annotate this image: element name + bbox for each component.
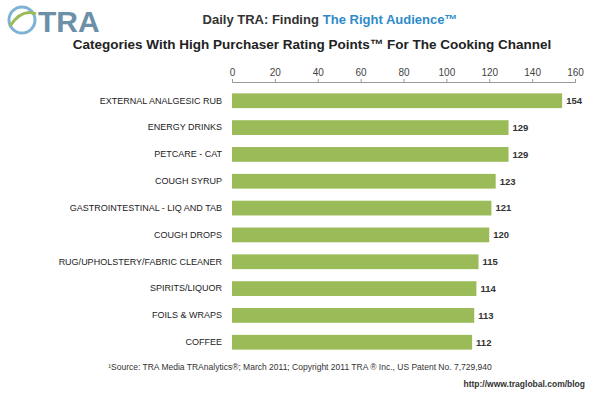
tick-mark <box>532 79 533 82</box>
data-label: 114 <box>480 283 496 294</box>
category-tick: GASTROINTESTINAL - LIQ AND TAB <box>70 203 222 213</box>
tick-mark <box>446 79 447 82</box>
data-label: 115 <box>483 256 499 267</box>
category-label: COUGH SYRUP <box>155 176 222 186</box>
x-axis: 0 20 40 60 80 100 120 140 160 <box>230 67 585 83</box>
tick-mark <box>575 79 576 82</box>
tick-label: 100 <box>439 67 456 78</box>
category-label: SPIRITS/LIQUOR <box>150 283 223 293</box>
category-tick: ENERGY DRINKS <box>148 122 222 132</box>
category-tick: RUG/UPHOLSTERY/FABRIC CLEANER <box>59 257 223 267</box>
tick-label: 120 <box>481 67 498 78</box>
tick-mark <box>489 79 490 82</box>
tick: 140 <box>524 67 541 82</box>
category-label: FOILS & WRAPS <box>152 310 222 320</box>
subtitle: Categories With High Purchaser Rating Po… <box>73 37 551 52</box>
category-tick: COUGH DROPS <box>154 230 222 240</box>
title-part: The Right Audience™ <box>323 12 458 27</box>
category-tick: EXTERNAL ANALGESIC RUB <box>100 96 222 106</box>
source: ¹Source: TRA Media TRAnalytics®; March 2… <box>108 362 492 372</box>
category-label: RUG/UPHOLSTERY/FABRIC CLEANER <box>59 257 223 267</box>
category-tick: COUGH SYRUP <box>155 176 222 186</box>
tick: 40 <box>313 67 325 82</box>
tick: 120 <box>481 67 498 82</box>
bar <box>232 254 479 269</box>
tick-mark <box>232 79 233 82</box>
bar <box>232 228 489 243</box>
tick: 60 <box>356 67 368 82</box>
tick-label: 20 <box>270 67 282 78</box>
data-label: 120 <box>493 229 509 240</box>
logo-swoosh <box>10 13 36 27</box>
bar <box>232 335 472 350</box>
bar <box>232 308 474 323</box>
category-tick: COFFEE <box>185 337 222 347</box>
category-tick: PETCARE - CAT <box>154 149 222 159</box>
logo: TRA <box>9 5 100 38</box>
data-label: 121 <box>495 202 512 213</box>
tick: 20 <box>270 67 282 82</box>
data-label: 123 <box>500 176 516 187</box>
tick-label: 80 <box>398 67 410 78</box>
data-label: 129 <box>513 122 529 133</box>
tick-label: 160 <box>567 67 584 78</box>
category-label: ENERGY DRINKS <box>148 122 222 132</box>
category-label: COUGH DROPS <box>154 230 222 240</box>
tick: 0 <box>230 67 236 82</box>
axis-line <box>233 79 576 83</box>
category-label: GASTROINTESTINAL - LIQ AND TAB <box>70 203 222 213</box>
category-label: EXTERNAL ANALGESIC RUB <box>100 96 222 106</box>
title-part: Daily TRA: Finding <box>203 12 319 27</box>
tick: 160 <box>567 67 584 82</box>
data-labels: 154 129 129 123 121 120 115 114 113 112 <box>476 95 583 348</box>
logo-text: TRA <box>38 5 100 38</box>
bar <box>232 174 496 189</box>
tick-label: 40 <box>313 67 325 78</box>
bar <box>232 120 509 135</box>
tick-mark <box>318 79 319 82</box>
category-tick: SPIRITS/LIQUOR <box>150 283 223 293</box>
url: http://www.traglobal.com/blog <box>463 379 585 389</box>
bar <box>232 147 509 162</box>
title: Daily TRA: Finding The Right Audience™ <box>203 12 458 27</box>
tick-mark <box>275 79 276 82</box>
bar <box>232 93 562 108</box>
tick: 80 <box>398 67 410 82</box>
y-axis: EXTERNAL ANALGESIC RUB ENERGY DRINKS PETCA… <box>59 96 223 348</box>
bar <box>232 201 491 216</box>
tick-mark <box>404 79 405 82</box>
tick-label: 0 <box>230 67 236 78</box>
data-label: 154 <box>566 95 583 106</box>
tick-label: 140 <box>524 67 541 78</box>
bars <box>232 93 562 349</box>
tick-mark <box>361 79 362 82</box>
category-tick: FOILS & WRAPS <box>152 310 222 320</box>
data-label: 112 <box>476 337 491 348</box>
bar <box>232 281 476 296</box>
tick-label: 60 <box>356 67 368 78</box>
chart: TRA Daily TRA: Finding The Right Audience™… <box>0 0 594 393</box>
data-label: 129 <box>513 149 529 160</box>
category-label: COFFEE <box>185 337 222 347</box>
category-label: PETCARE - CAT <box>154 149 222 159</box>
tick: 100 <box>439 67 456 82</box>
data-label: 113 <box>478 310 493 321</box>
logo-swoosh <box>9 7 35 33</box>
